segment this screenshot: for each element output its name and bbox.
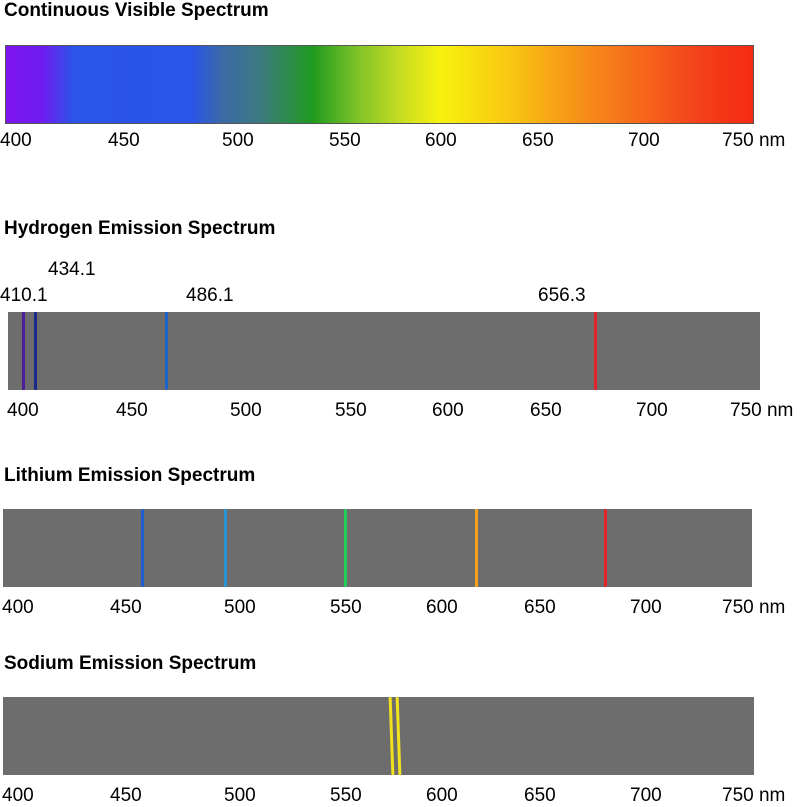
tick-label: 400 bbox=[0, 130, 32, 151]
tick-label: 450 bbox=[116, 400, 148, 421]
hydrogen-emission-line bbox=[21, 312, 25, 390]
tick-label: 500 bbox=[230, 400, 262, 421]
tick-label: 700 bbox=[636, 400, 668, 421]
lithium-emission-line bbox=[140, 509, 144, 587]
tick-label: 600 bbox=[425, 130, 457, 151]
tick-label: 750 nm bbox=[722, 130, 786, 151]
lithium-spectrum-bar bbox=[3, 509, 752, 587]
tick-label: 450 bbox=[110, 785, 142, 806]
tick-label: 550 bbox=[335, 400, 367, 421]
hydrogen-line-label: 656.3 bbox=[538, 285, 586, 306]
tick-label: 750 nm bbox=[722, 785, 786, 806]
hydrogen-line-label: 410.1 bbox=[0, 285, 48, 306]
sodium-spectrum-title: Sodium Emission Spectrum bbox=[4, 653, 257, 674]
continuous-spectrum-title: Continuous Visible Spectrum bbox=[4, 0, 269, 21]
tick-label: 750 nm bbox=[722, 597, 786, 618]
tick-label: 550 bbox=[330, 597, 362, 618]
tick-label: 600 bbox=[426, 785, 458, 806]
tick-label: 550 bbox=[329, 130, 361, 151]
tick-label: 700 bbox=[628, 130, 660, 151]
tick-label: 500 bbox=[222, 130, 254, 151]
continuous-spectrum-bar bbox=[5, 45, 754, 124]
tick-label: 500 bbox=[224, 785, 256, 806]
tick-label: 500 bbox=[224, 597, 256, 618]
tick-label: 700 bbox=[630, 597, 662, 618]
hydrogen-emission-line bbox=[34, 312, 38, 390]
tick-label: 650 bbox=[522, 130, 554, 151]
tick-label: 450 bbox=[110, 597, 142, 618]
hydrogen-spectrum-title: Hydrogen Emission Spectrum bbox=[4, 218, 276, 239]
tick-label: 650 bbox=[524, 785, 556, 806]
hydrogen-line-label: 486.1 bbox=[186, 285, 234, 306]
tick-label: 650 bbox=[524, 597, 556, 618]
tick-label: 550 bbox=[330, 785, 362, 806]
hydrogen-spectrum-bar bbox=[8, 312, 760, 390]
tick-label: 750 nm bbox=[730, 400, 794, 421]
tick-label: 700 bbox=[630, 785, 662, 806]
hydrogen-emission-line bbox=[593, 312, 597, 390]
lithium-emission-line bbox=[223, 509, 227, 587]
tick-label: 400 bbox=[2, 785, 34, 806]
lithium-emission-line bbox=[603, 509, 607, 587]
lithium-spectrum-title: Lithium Emission Spectrum bbox=[4, 465, 256, 486]
lithium-emission-line bbox=[343, 509, 347, 587]
tick-label: 600 bbox=[432, 400, 464, 421]
hydrogen-line-label: 434.1 bbox=[48, 259, 96, 280]
tick-label: 400 bbox=[7, 400, 39, 421]
tick-label: 600 bbox=[426, 597, 458, 618]
tick-label: 400 bbox=[2, 597, 34, 618]
lithium-emission-line bbox=[475, 509, 479, 587]
tick-label: 450 bbox=[108, 130, 140, 151]
tick-label: 650 bbox=[530, 400, 562, 421]
sodium-spectrum-bar bbox=[3, 697, 754, 775]
hydrogen-emission-line bbox=[165, 312, 169, 390]
